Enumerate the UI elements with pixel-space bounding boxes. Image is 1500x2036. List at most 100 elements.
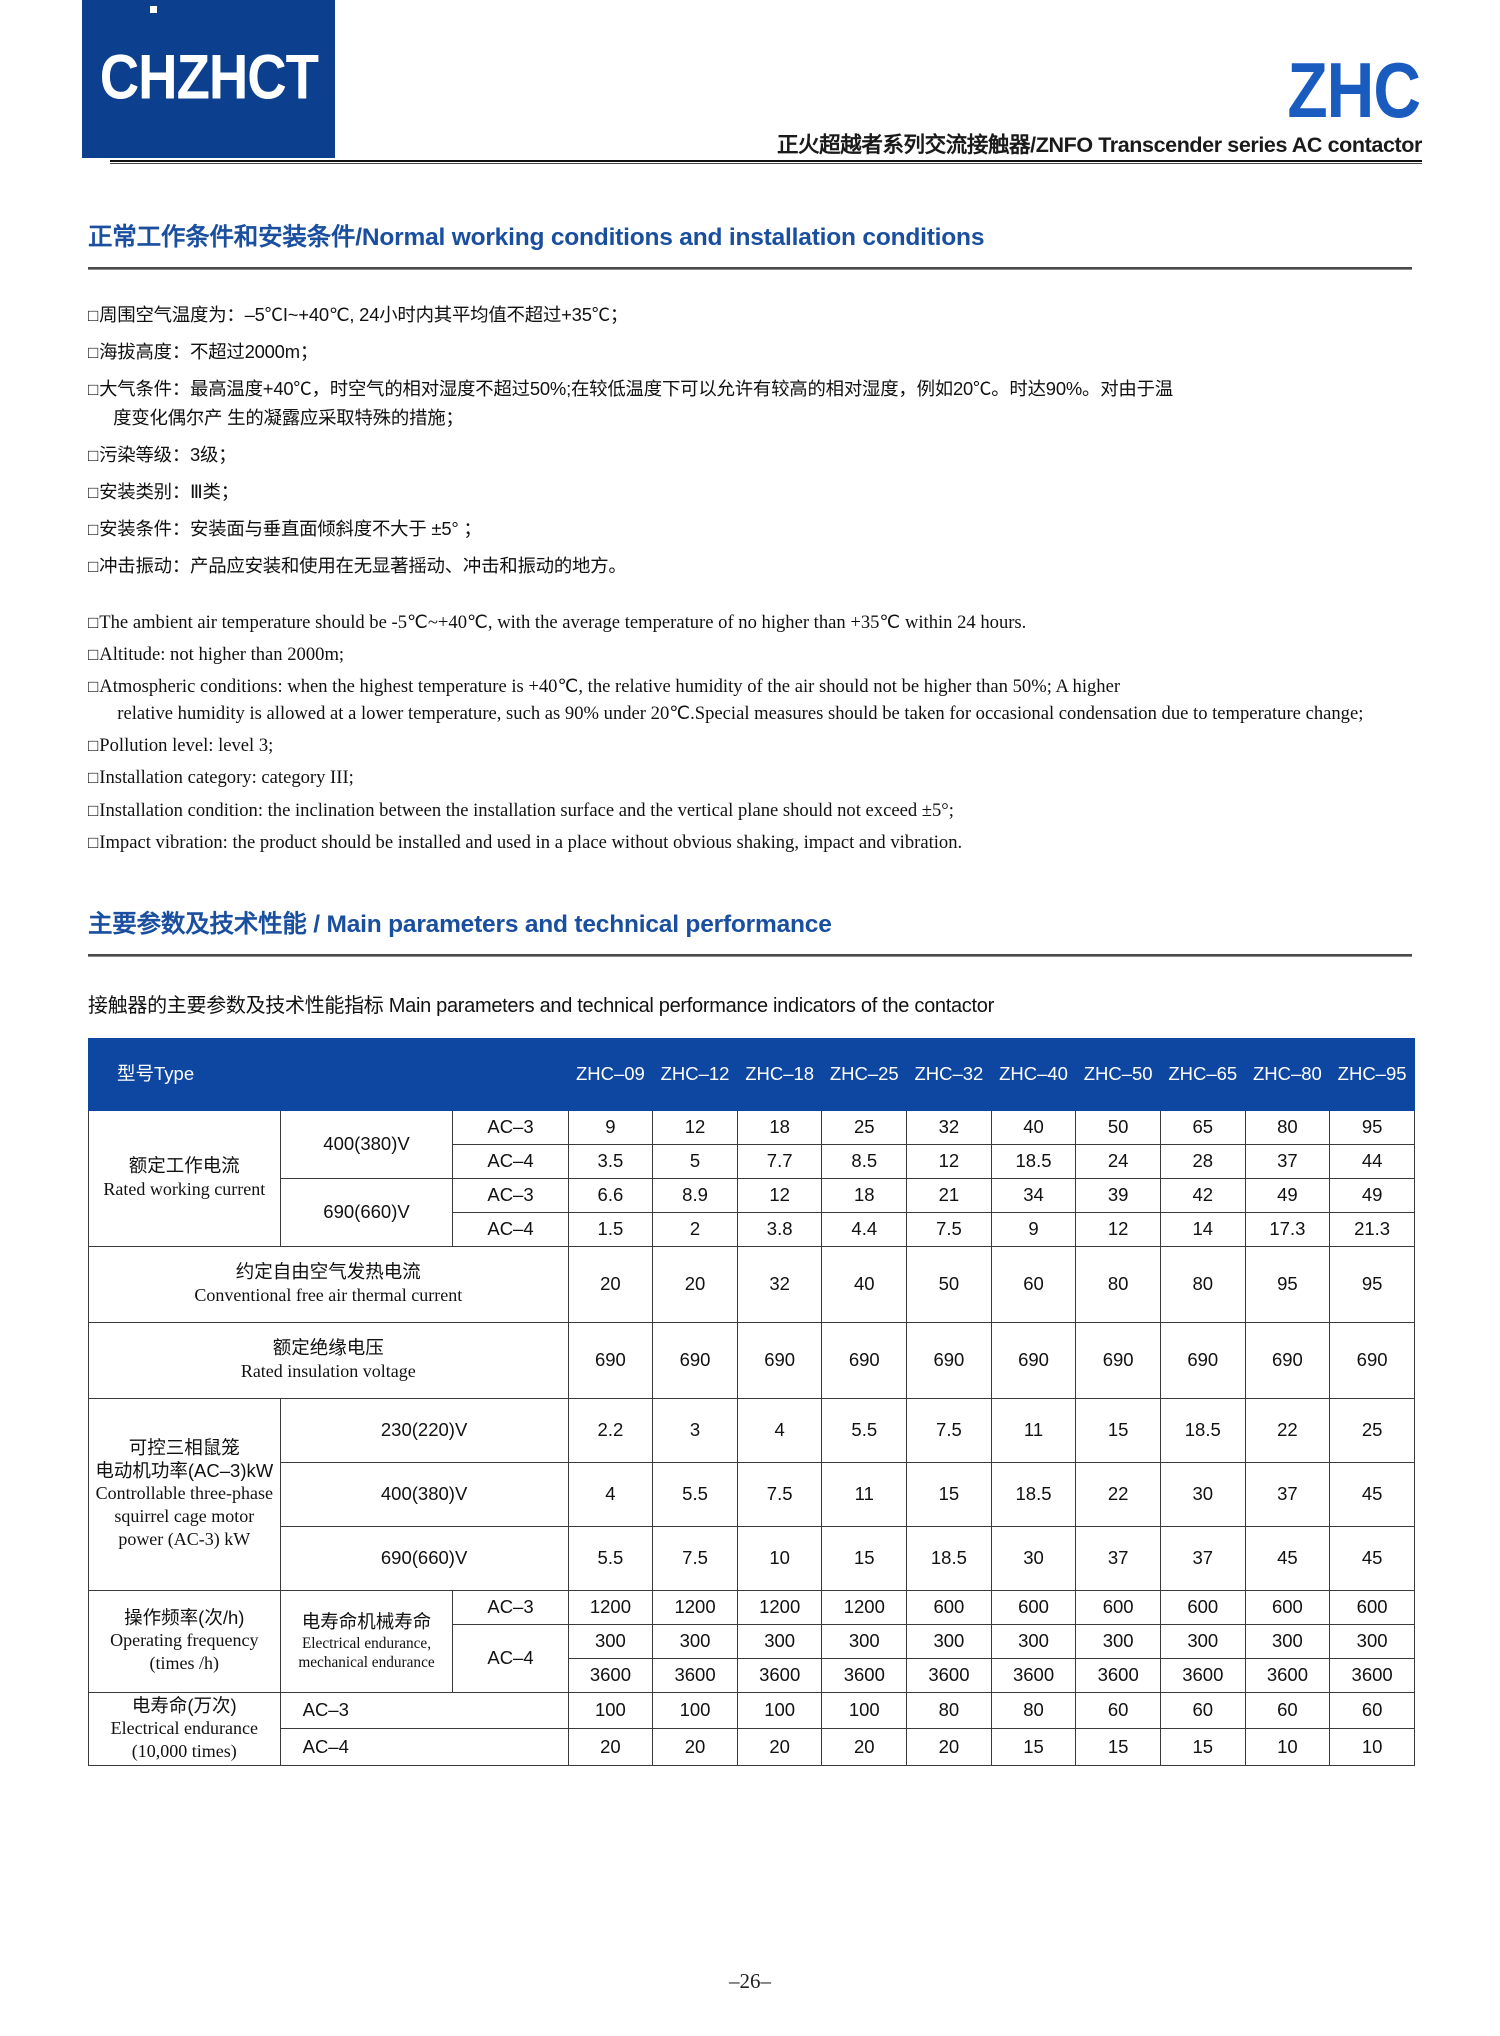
list-item-continuation: relative humidity is allowed at a lower … <box>117 702 1364 724</box>
cell: 40 <box>821 1245 908 1323</box>
list-item-text: 周围空气温度为：–5℃I~+40℃, 24小时内其平均值不超过+35℃； <box>99 304 629 325</box>
model-header-3: ZHC–25 <box>821 1037 908 1111</box>
cell: 50 <box>906 1245 992 1323</box>
cell: 690 <box>652 1321 738 1399</box>
list-item: 海拔高度：不超过2000m； <box>88 337 1422 367</box>
cell: 3600 <box>1329 1657 1415 1693</box>
cell: 300 <box>567 1623 654 1659</box>
list-item: 污染等级：3级； <box>88 440 1422 470</box>
table-row: 额定绝缘电压 Rated insulation voltage 690 690 … <box>88 1321 1415 1399</box>
cell: 100 <box>736 1691 823 1730</box>
checkbox-icon <box>88 733 98 759</box>
cell: 5.5 <box>567 1525 654 1591</box>
cell: 95 <box>1329 1109 1415 1145</box>
list-item-text: 冲击振动：产品应安装和使用在无显著摇动、冲击和振动的地方。 <box>99 554 627 576</box>
cell: 7.5 <box>652 1525 738 1591</box>
model-header-2: ZHC–18 <box>736 1037 823 1111</box>
checkbox-icon <box>88 765 98 791</box>
cell: 20 <box>652 1728 738 1767</box>
row-label-en: Rated working current <box>103 1178 266 1199</box>
checkbox-icon <box>88 610 98 636</box>
cell: 15 <box>990 1728 1077 1767</box>
sublabel-en: Electrical endurance, mechanical enduran… <box>298 1634 435 1671</box>
cell: 65 <box>1159 1109 1246 1145</box>
list-item: 大气条件：最高温度+40℃，时空气的相对湿度不超过50%;在较低温度下可以允许有… <box>88 374 1422 434</box>
section-heading-working-conditions: 正常工作条件和安装条件/Normal working conditions an… <box>88 224 985 251</box>
cell: 2.2 <box>567 1397 654 1463</box>
cell: 690 <box>1329 1321 1415 1399</box>
cell: 7.5 <box>906 1211 992 1247</box>
table-row: 操作频率(次/h) Operating frequency (times /h)… <box>88 1589 1415 1693</box>
list-item-text: 海拔高度：不超过2000m； <box>99 340 319 362</box>
cell: 44 <box>1329 1143 1415 1179</box>
cell: 1200 <box>652 1589 738 1625</box>
row-label-en: Conventional free air thermal current <box>194 1284 463 1305</box>
cell: 10 <box>1244 1728 1331 1767</box>
cell: 18.5 <box>990 1143 1077 1179</box>
cell: 690 <box>736 1321 823 1399</box>
cell: 4 <box>736 1397 823 1463</box>
cell: 25 <box>821 1109 908 1145</box>
row-label-en: Electrical endurance (10,000 times) <box>110 1718 258 1762</box>
list-item: Installation condition: the inclination … <box>88 798 1428 824</box>
cell: 18.5 <box>906 1525 992 1591</box>
cell: 4 <box>567 1461 654 1527</box>
checkbox-icon <box>88 798 98 824</box>
checkbox-icon <box>88 674 98 700</box>
cell: 300 <box>1075 1623 1161 1659</box>
table-row: 电寿命(万次) Electrical endurance (10,000 tim… <box>88 1691 1415 1767</box>
cell: 690 <box>906 1321 992 1399</box>
cell: 80 <box>990 1691 1077 1730</box>
row-label-rated-working-current: 额定工作电流 Rated working current <box>88 1109 281 1247</box>
cell: 45 <box>1329 1461 1415 1527</box>
cell: 300 <box>1329 1623 1415 1659</box>
table-row: 额定工作电流 Rated working current 400(380)V A… <box>88 1109 1415 1247</box>
cell: 12 <box>1075 1211 1161 1247</box>
duty-type: AC–3 <box>452 1109 569 1145</box>
duty-type: AC–4 <box>452 1211 569 1247</box>
page-header: CHZHCT ZHC 正火超越者系列交流接触器/ZNFO Transcender… <box>0 0 1500 208</box>
cell: 22 <box>1244 1397 1331 1463</box>
duty-type: AC–3 <box>452 1589 569 1625</box>
row-label-en: Controllable three-phase squirrel cage m… <box>95 1483 274 1550</box>
cell: 49 <box>1244 1177 1331 1213</box>
cell: 300 <box>1159 1623 1246 1659</box>
cell: 300 <box>1244 1623 1331 1659</box>
cell: 18 <box>821 1177 908 1213</box>
row-label-cn: 额定绝缘电压 <box>272 1337 384 1359</box>
cell: 37 <box>1244 1461 1331 1527</box>
cell: 60 <box>1329 1691 1415 1730</box>
cell: 690 <box>567 1321 654 1399</box>
cell: 95 <box>1329 1245 1415 1323</box>
table-row: 可控三相鼠笼 电动机功率(AC–3)kW Controllable three-… <box>88 1397 1415 1591</box>
cell: 10 <box>1329 1728 1415 1767</box>
cell: 8.5 <box>821 1143 908 1179</box>
cell: 300 <box>990 1623 1077 1659</box>
english-conditions-list: The ambient air temperature should be -5… <box>0 588 1500 857</box>
cell: 30 <box>990 1525 1077 1591</box>
checkbox-icon <box>88 830 98 856</box>
duty-type: AC–4 <box>452 1143 569 1179</box>
cell: 20 <box>567 1728 654 1767</box>
row-label-cn: 电寿命(万次) <box>131 1694 237 1716</box>
cell: 690 <box>1244 1321 1331 1399</box>
cell: 3.8 <box>736 1211 823 1247</box>
list-item: 安装类别：Ⅲ类； <box>88 477 1422 507</box>
cell: 80 <box>1244 1109 1331 1145</box>
cell: 18 <box>736 1109 823 1145</box>
model-header-8: ZHC–80 <box>1244 1037 1331 1111</box>
cell: 600 <box>990 1589 1077 1625</box>
cell: 5 <box>652 1143 738 1179</box>
cell: 3600 <box>821 1657 908 1693</box>
cell: 60 <box>1075 1691 1161 1730</box>
cell: 690 <box>1159 1321 1246 1399</box>
header-divider <box>110 160 1422 164</box>
cell: 8.9 <box>652 1177 738 1213</box>
cell: 32 <box>906 1109 992 1145</box>
duty-type: AC–3 <box>279 1691 569 1730</box>
cell: 20 <box>567 1245 654 1323</box>
specification-table: 型号Type ZHC–09 ZHC–12 ZHC–18 ZHC–25 ZHC–3… <box>88 1037 1415 1767</box>
logo-text: CHZHCT <box>99 42 318 114</box>
logo-dot-icon <box>150 6 157 13</box>
row-label-cn: 额定工作电流 <box>128 1155 240 1177</box>
